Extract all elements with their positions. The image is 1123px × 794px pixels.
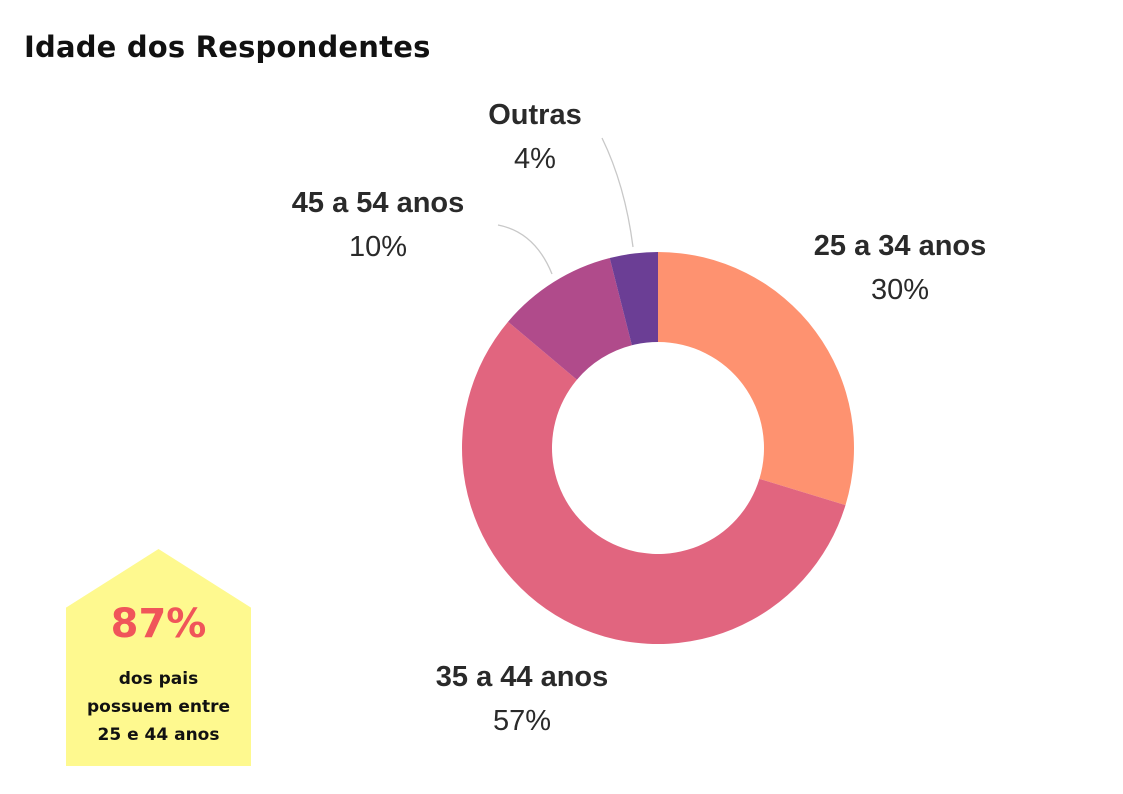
donut-slice-2 [461,321,846,645]
callout-text: dos pais possuem entre 25 e 44 anos [66,665,251,749]
donut-slice-4 [609,252,658,346]
slice-category-label: 45 a 54 anos [292,187,465,219]
slice-value-label: 10% [349,231,407,263]
callout-line: 25 e 44 anos [97,725,220,745]
leader-line [601,137,634,248]
slice-value-label: 57% [493,705,551,737]
slice-value-label: 4% [514,143,556,175]
donut-slice-1 [658,252,854,506]
callout-line: dos pais [118,669,199,689]
donut-slice-3 [508,258,632,380]
slice-category-label: Outras [488,99,581,131]
slice-value-label: 30% [871,274,929,306]
leader-line [497,224,553,275]
callout-value: 87% [110,601,207,647]
callout-line: possuem entre [86,697,231,717]
page-title: Idade dos Respondentes [24,30,431,64]
slice-category-label: 25 a 34 anos [814,230,987,262]
slice-category-label: 35 a 44 anos [436,661,609,693]
